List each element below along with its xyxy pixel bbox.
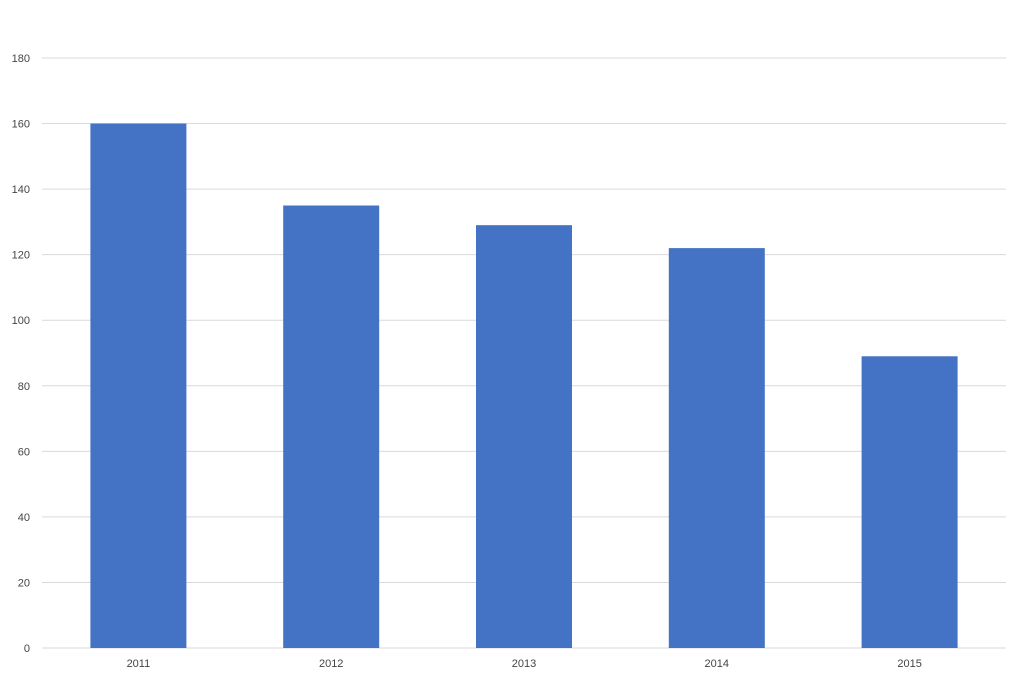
bar-2014 [668, 248, 765, 648]
y-tick-label: 20 [18, 577, 30, 589]
bar-2011 [90, 123, 187, 649]
y-tick-label: 60 [18, 446, 30, 458]
y-tick-label: 180 [12, 53, 30, 65]
y-tick-label: 160 [12, 119, 30, 131]
x-axis-ticks: 2011 2012 2013 2014 2015 [127, 658, 922, 670]
y-tick-label: 140 [12, 184, 30, 196]
x-tick-label: 2011 [127, 658, 151, 670]
y-tick-label: 120 [12, 250, 30, 262]
y-tick-label: 100 [12, 315, 30, 327]
bar-2013 [476, 225, 572, 648]
y-axis-ticks: 0 20 40 60 80 100 120 140 160 180 [12, 53, 30, 655]
bars [90, 123, 958, 649]
y-tick-label: 80 [18, 381, 30, 393]
x-tick-label: 2013 [512, 658, 536, 670]
y-tick-label: 40 [18, 512, 30, 524]
x-tick-label: 2012 [319, 658, 343, 670]
x-tick-label: 2015 [897, 658, 921, 670]
y-tick-label: 0 [24, 643, 30, 655]
bar-2012 [283, 205, 380, 648]
x-tick-label: 2014 [705, 658, 729, 670]
bar-2015 [861, 356, 958, 648]
